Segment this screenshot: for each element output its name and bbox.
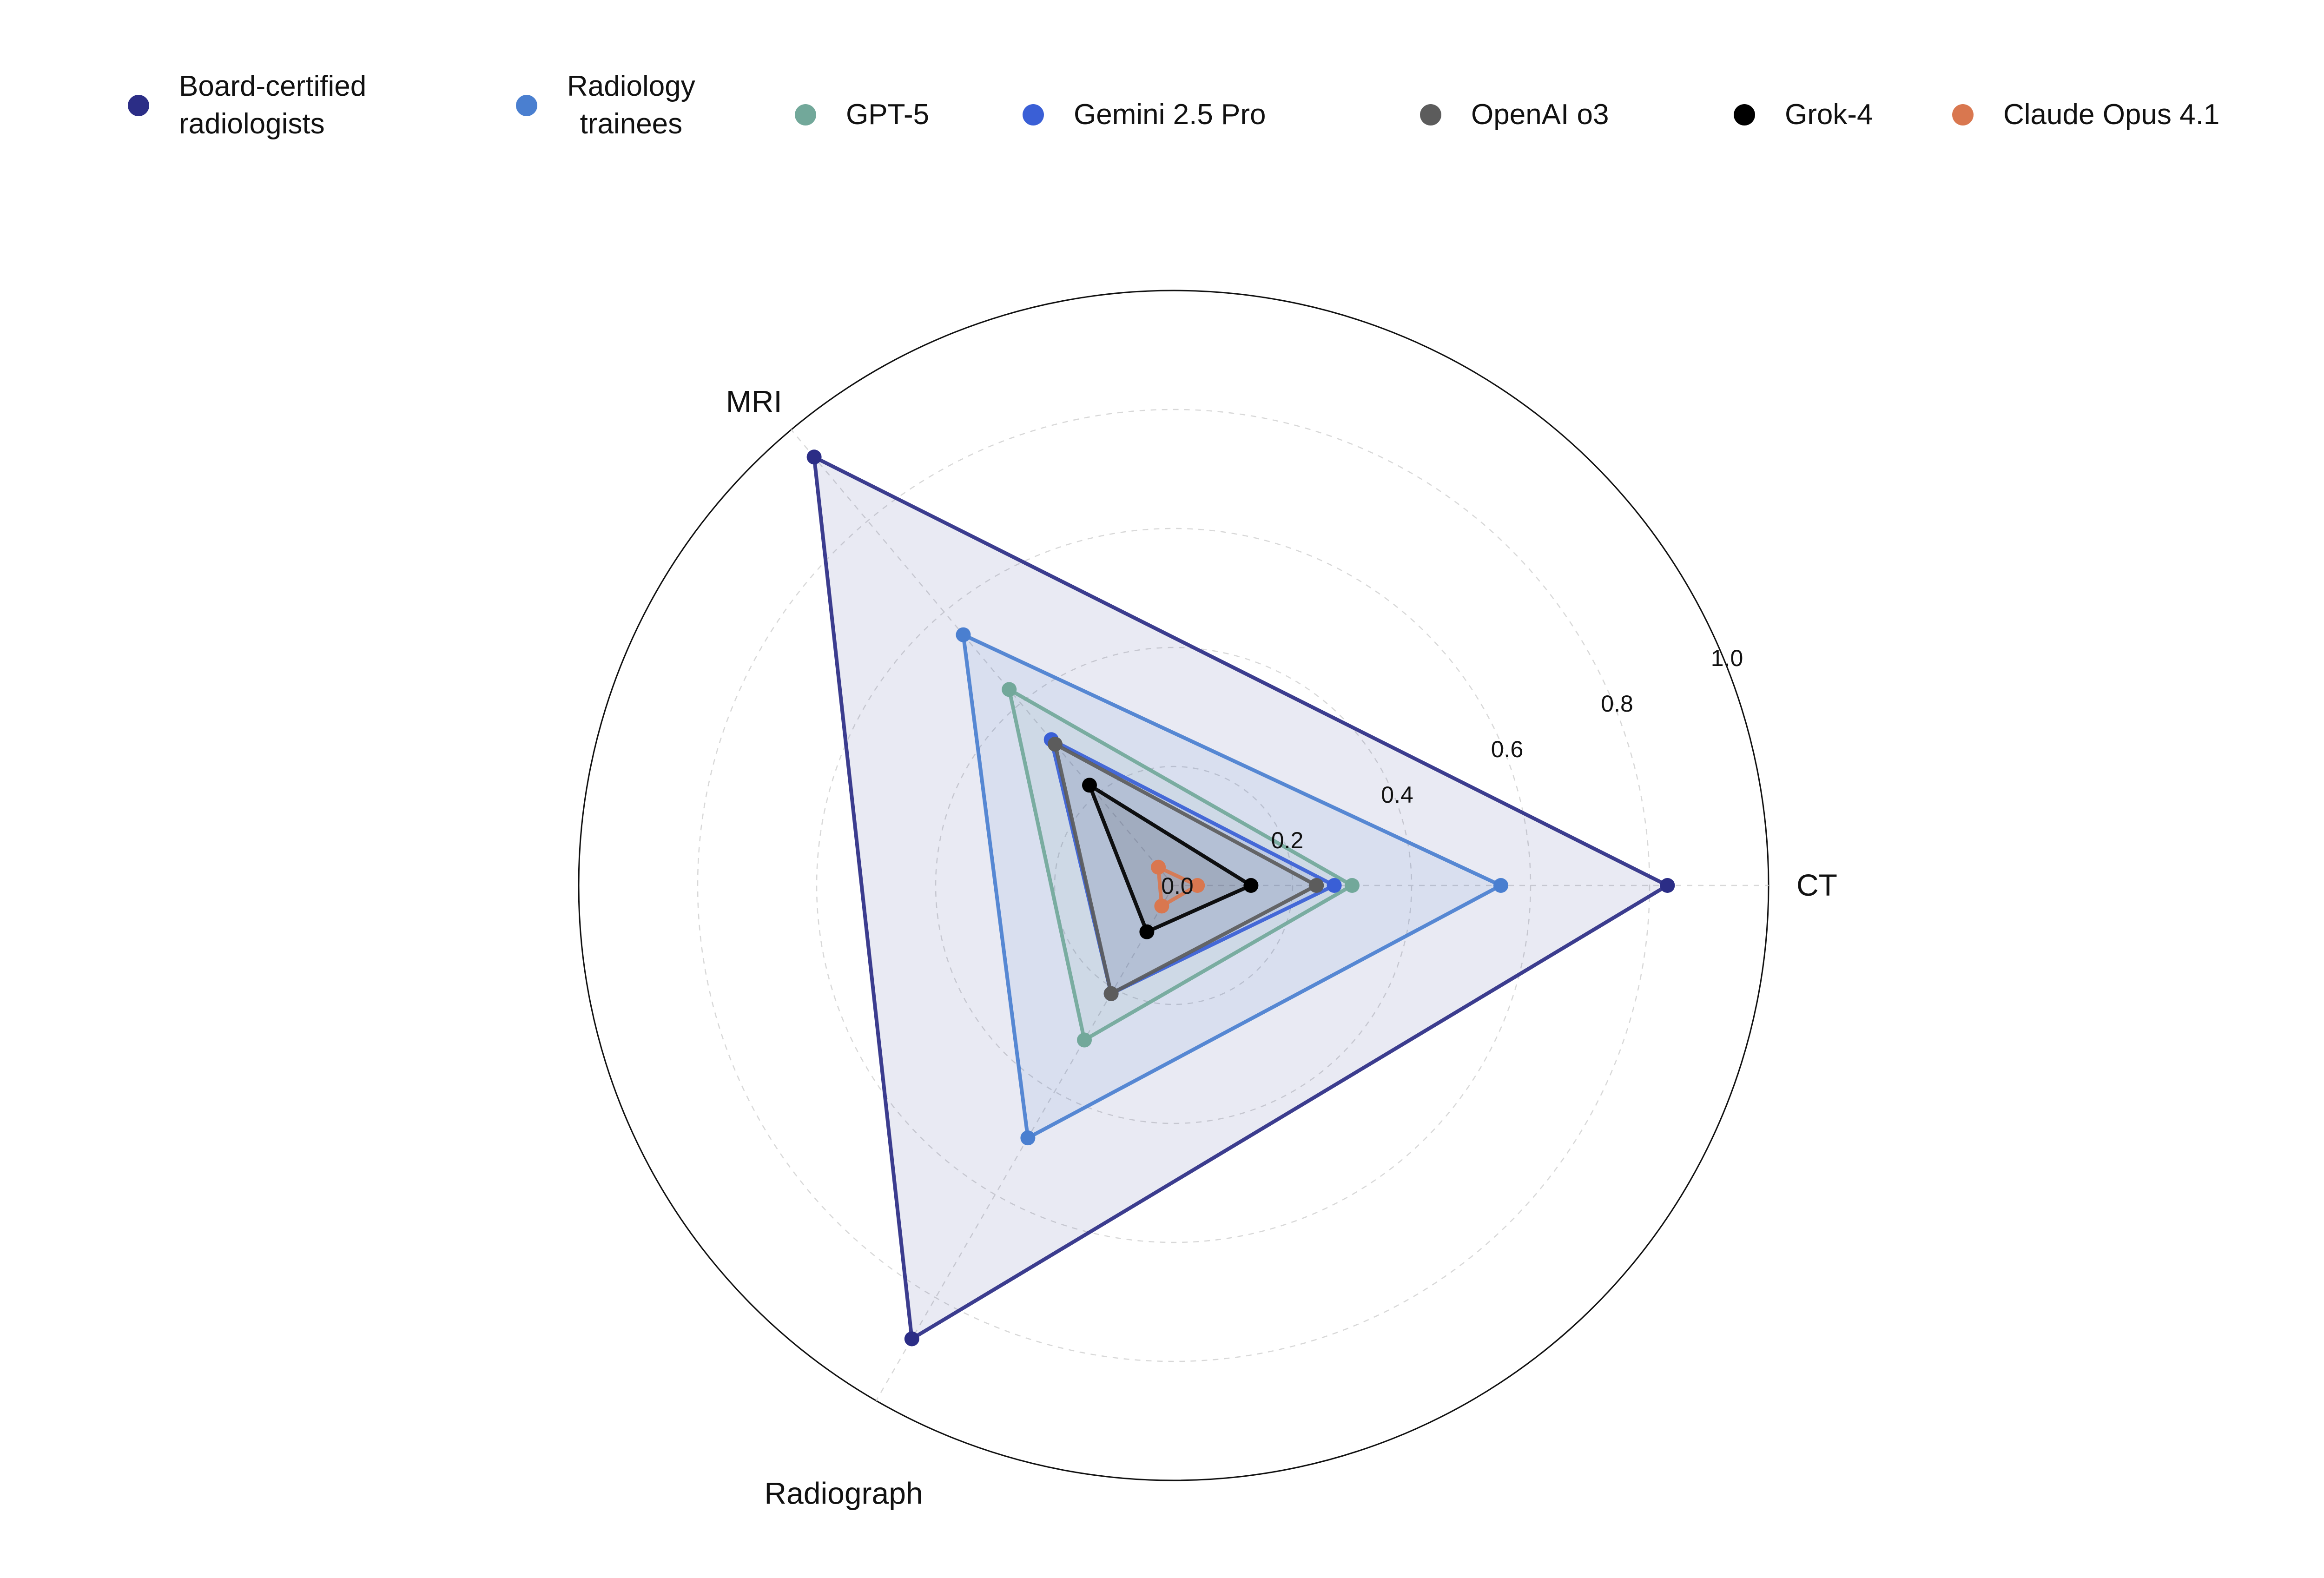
- series-point: [1103, 986, 1119, 1001]
- series-point: [1154, 898, 1169, 914]
- legend-item-claude: Claude Opus 4.1: [1952, 96, 2219, 134]
- radar-series: [806, 449, 1675, 1347]
- legend-marker-grok: [1734, 104, 1755, 126]
- legend-item-trainees: Radiology trainees: [516, 68, 695, 143]
- legend-label-grok: Grok-4: [1785, 99, 1873, 131]
- legend-item-grok: Grok-4: [1734, 96, 1873, 134]
- grid-spoke: [875, 885, 1175, 1401]
- axis-label-radiograph: Radiograph: [764, 1476, 923, 1511]
- radial-tick-label: 0.0: [1161, 873, 1194, 899]
- legend-label-o3: OpenAI o3: [1471, 99, 1609, 131]
- series-point: [1660, 878, 1675, 893]
- series-polygon: [961, 633, 1503, 1140]
- legend-marker-gpt5: [795, 104, 816, 126]
- legend-marker-board-certified: [128, 94, 149, 116]
- legend-label-claude: Claude Opus 4.1: [2003, 99, 2220, 131]
- radial-tick-label: 1.0: [1711, 645, 1743, 671]
- grid-circle: [1054, 766, 1294, 1005]
- series-point: [1139, 924, 1155, 939]
- legend-item-o3: OpenAI o3: [1420, 96, 1609, 134]
- radial-tick-label: 0.6: [1491, 736, 1524, 762]
- legend-marker-gemini: [1023, 104, 1044, 126]
- legend-label-trainees: Radiology trainees: [567, 70, 695, 140]
- legend-marker-trainees: [516, 94, 537, 116]
- legend-label-board-certified: Board-certified radiologists: [179, 70, 367, 140]
- axis-label-mri: MRI: [726, 384, 782, 418]
- series-point: [1327, 878, 1342, 893]
- radial-tick-label: 0.8: [1601, 691, 1633, 717]
- series-polygon: [1087, 783, 1253, 934]
- series-point: [806, 449, 822, 465]
- legend-marker-o3: [1420, 104, 1441, 126]
- series-point: [1002, 682, 1017, 697]
- series-point: [1020, 1130, 1036, 1146]
- series-point: [1077, 1032, 1092, 1048]
- series-polygon: [1156, 865, 1200, 908]
- series-point: [1345, 878, 1360, 893]
- legend-item-gemini: Gemini 2.5 Pro: [1023, 96, 1266, 134]
- series-polygon: [812, 455, 1670, 1341]
- series-point: [1082, 778, 1097, 793]
- legend-label-gpt5: GPT-5: [846, 99, 930, 131]
- grid-spoke: [791, 429, 1174, 886]
- axis-label-ct: CT: [1796, 868, 1837, 902]
- series-point: [1151, 859, 1166, 875]
- radial-tick-label: 0.4: [1381, 782, 1413, 808]
- radial-tick-label: 0.2: [1271, 827, 1304, 853]
- legend-label-gemini: Gemini 2.5 Pro: [1074, 99, 1266, 131]
- series-point: [956, 627, 971, 642]
- legend-item-gpt5: GPT-5: [795, 96, 929, 134]
- series-point: [1309, 878, 1324, 893]
- series-point: [1047, 737, 1063, 752]
- series-point: [1493, 878, 1508, 893]
- legend: Board-certified radiologists Radiology t…: [0, 0, 2324, 195]
- series-point: [904, 1331, 919, 1347]
- series-polygon: [1007, 687, 1354, 1042]
- radar-labels: 0.0 0.2 0.4 0.6 0.8 1.0 CT MRI Radiograph: [726, 384, 1837, 1510]
- series-point: [1190, 878, 1205, 893]
- legend-marker-claude: [1952, 104, 1974, 126]
- legend-item-board-certified: Board-certified radiologists: [128, 68, 366, 143]
- radar-grid: [578, 290, 1769, 1481]
- series-point: [1243, 878, 1259, 893]
- grid-circle: [697, 409, 1651, 1362]
